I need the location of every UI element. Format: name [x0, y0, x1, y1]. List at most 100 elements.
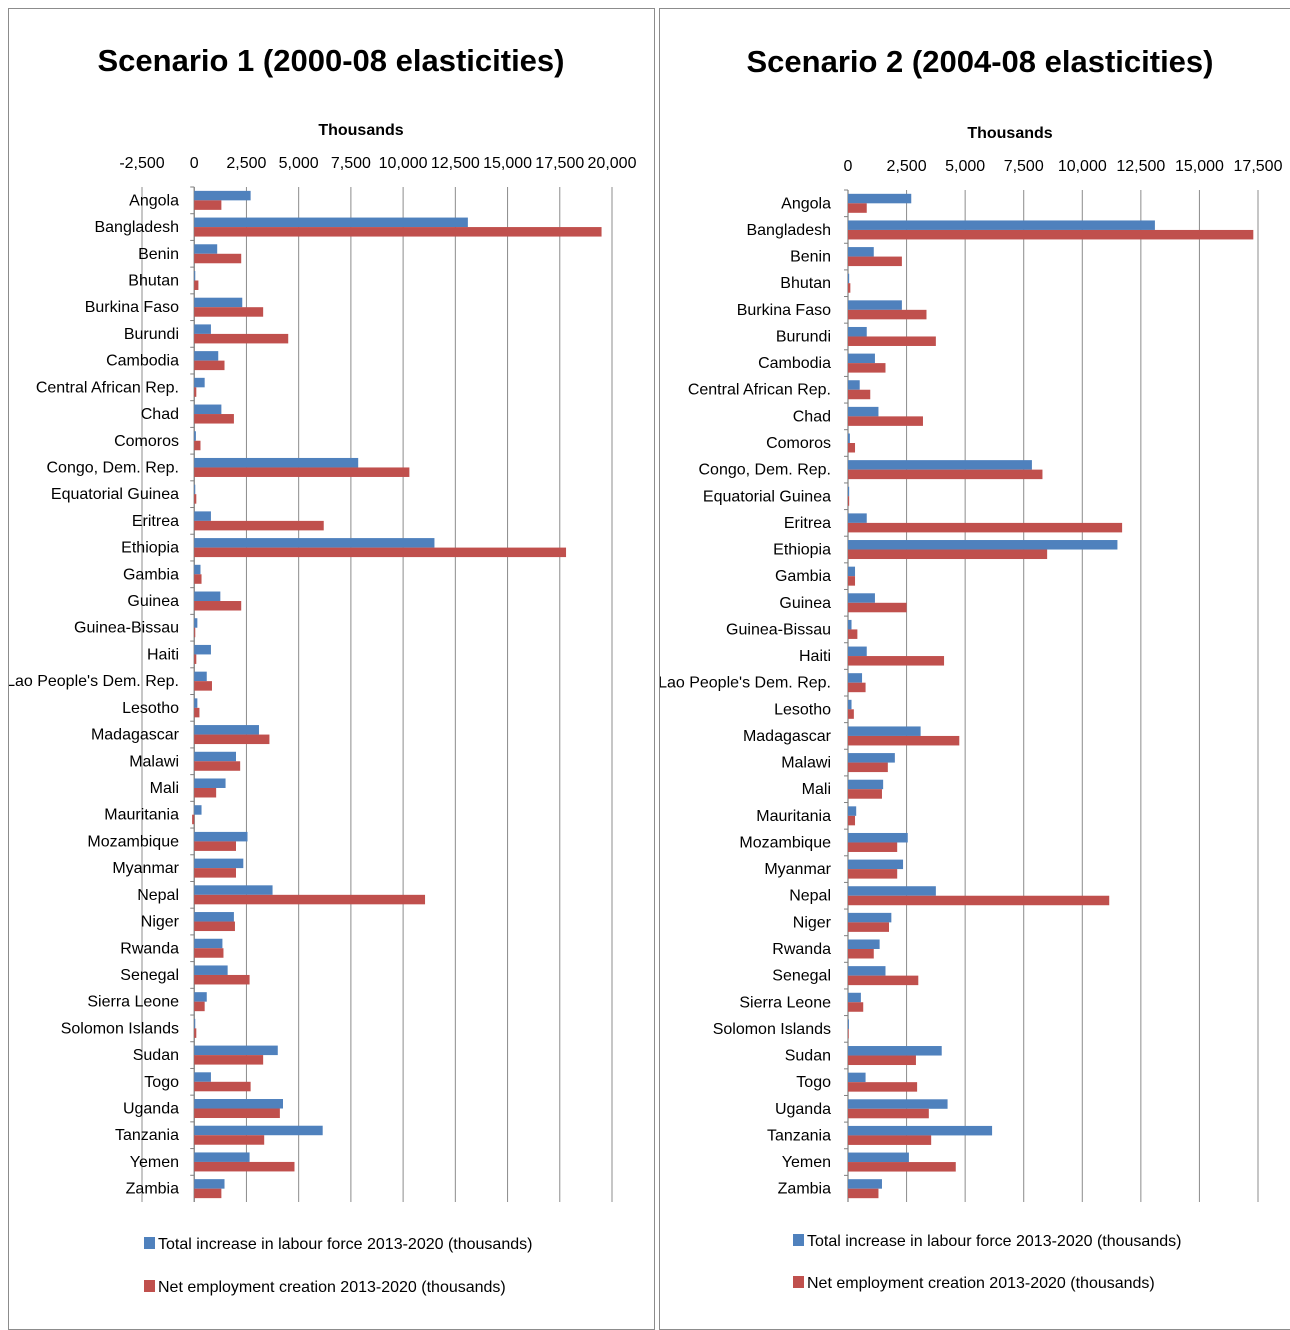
- bar-employment: [194, 1161, 295, 1172]
- x-tick-label: 7,500: [1004, 158, 1044, 175]
- bar-labour-force: [194, 217, 468, 228]
- category-label: Guinea: [779, 595, 831, 612]
- bar-employment: [194, 1188, 222, 1199]
- bar-employment: [194, 681, 212, 691]
- bar-labour-force: [848, 1179, 882, 1189]
- unit-label: Thousands: [318, 122, 403, 139]
- bar-labour-force: [848, 966, 886, 976]
- category-label: Angola: [781, 195, 831, 212]
- bar-labour-force: [194, 1099, 283, 1109]
- x-tick-label: 15,000: [483, 155, 532, 172]
- bar-employment: [848, 1002, 864, 1012]
- bar-employment: [194, 547, 567, 558]
- bar-employment: [848, 815, 856, 826]
- bar-employment: [194, 1028, 197, 1038]
- bar-employment: [194, 1135, 265, 1145]
- category-label: Yemen: [782, 1154, 831, 1171]
- category-label: Sierra Leone: [739, 994, 831, 1011]
- bar-labour-force: [848, 832, 908, 843]
- bar-employment: [194, 974, 250, 985]
- x-tick-label: 17,500: [535, 155, 584, 172]
- bar-employment: [848, 256, 902, 267]
- bar-labour-force: [848, 779, 884, 790]
- category-label: Congo, Dem. Rep.: [698, 462, 831, 479]
- bar-labour-force: [848, 859, 904, 870]
- bar-employment: [848, 709, 854, 719]
- bar-employment: [194, 280, 199, 290]
- category-label: Comoros: [766, 435, 831, 452]
- bar-employment: [848, 922, 889, 932]
- bar-labour-force: [194, 351, 219, 361]
- bar-labour-force: [194, 1125, 323, 1136]
- bar-labour-force: [194, 564, 201, 575]
- bar-employment: [194, 1108, 280, 1119]
- bar-employment: [848, 789, 882, 799]
- bar-labour-force: [848, 886, 936, 896]
- category-label: Tanzania: [115, 1127, 179, 1144]
- bar-employment: [848, 443, 856, 453]
- bar-employment: [194, 200, 222, 210]
- bar-employment: [194, 227, 602, 237]
- bar-employment: [848, 1028, 849, 1039]
- category-label: Madagascar: [743, 728, 832, 745]
- bar-labour-force: [194, 644, 211, 655]
- category-label: Haiti: [147, 646, 179, 663]
- category-label: Cambodia: [758, 355, 831, 372]
- bar-labour-force: [194, 591, 221, 602]
- bar-employment: [848, 576, 856, 586]
- bar-employment: [194, 734, 270, 745]
- bar-labour-force: [848, 673, 863, 683]
- x-tick-label: 10,000: [1058, 158, 1107, 175]
- bar-employment: [194, 1001, 205, 1012]
- bar-labour-force: [848, 273, 850, 284]
- category-label: Solomon Islands: [713, 1021, 831, 1038]
- bar-employment: [848, 762, 888, 773]
- bar-labour-force: [848, 1019, 849, 1029]
- bar-employment: [194, 307, 264, 317]
- bar-employment: [194, 948, 224, 958]
- x-tick-label: 10,000: [379, 155, 428, 172]
- x-tick-label: 5,000: [945, 158, 985, 175]
- unit-label: Thousands: [967, 125, 1052, 142]
- bar-employment: [848, 496, 850, 506]
- category-label: Rwanda: [772, 941, 831, 958]
- x-tick-label: 0: [190, 155, 199, 172]
- bar-employment: [194, 1081, 251, 1092]
- bar-labour-force: [194, 778, 226, 788]
- category-label: Burundi: [124, 326, 179, 343]
- category-label: Ethiopia: [773, 542, 831, 559]
- bar-labour-force: [848, 513, 867, 523]
- bar-labour-force: [194, 805, 202, 815]
- bar-labour-force: [194, 324, 211, 334]
- category-label: Nepal: [137, 887, 179, 904]
- category-label: Eritrea: [784, 515, 831, 532]
- category-label: Central African Rep.: [688, 382, 831, 399]
- bar-labour-force: [848, 593, 875, 603]
- bar-employment: [194, 440, 201, 451]
- bar-labour-force: [194, 831, 248, 842]
- category-label: Sudan: [133, 1047, 179, 1064]
- bar-employment: [194, 387, 197, 397]
- category-label: Guinea-Bissau: [74, 620, 179, 637]
- bar-labour-force: [848, 220, 1155, 230]
- bar-labour-force: [194, 244, 218, 254]
- legend-swatch-labour-force: [793, 1234, 804, 1246]
- category-label: Lesotho: [122, 700, 179, 717]
- category-label: Mali: [150, 780, 179, 797]
- bar-labour-force: [848, 1152, 909, 1163]
- bar-labour-force: [194, 1045, 278, 1056]
- x-tick-label: 12,500: [1116, 158, 1165, 175]
- bar-labour-force: [194, 671, 207, 682]
- bar-labour-force: [848, 646, 867, 657]
- bar-labour-force: [194, 885, 273, 895]
- bar-employment: [848, 656, 945, 666]
- bar-employment: [848, 1188, 879, 1199]
- bar-labour-force: [848, 619, 852, 630]
- bar-employment: [848, 309, 927, 320]
- bar-labour-force: [194, 751, 236, 762]
- category-label: Nepal: [789, 888, 831, 905]
- bar-employment: [848, 1108, 929, 1119]
- bar-labour-force: [848, 939, 880, 949]
- chart-svg-scenario-1: Scenario 1 (2000-08 elasticities) Thousan…: [9, 43, 637, 1296]
- bar-employment: [848, 975, 919, 986]
